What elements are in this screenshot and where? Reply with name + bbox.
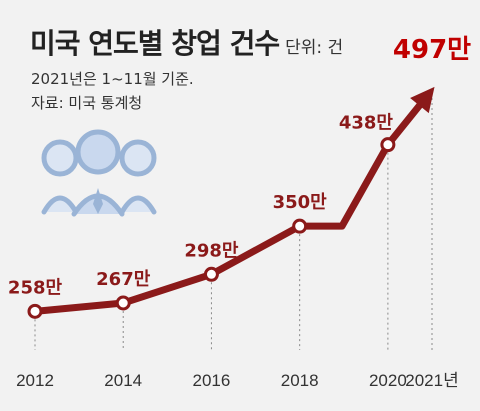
data-point [203,266,219,282]
x-tick-label: 2018 [281,371,319,390]
data-label: 298만 [184,240,239,261]
arrowhead [410,86,435,114]
x-tick-label: 2012 [16,371,54,390]
chart-title: 미국 연도별 창업 건수 단위: 건 [30,27,344,60]
data-point [115,295,131,311]
data-point [292,218,308,234]
x-tick-label: 2016 [193,371,231,390]
x-tick-label: 2020 [369,371,407,390]
people-group-icon [41,129,157,217]
data-point [27,303,43,319]
data-label: 438만 [339,113,394,134]
note-period: 2021년은 1~11월 기준. [31,70,194,88]
data-label: 258만 [8,277,63,298]
unit-label: 단위: 건 [285,38,344,58]
x-tick-label: 2014 [104,371,142,390]
data-point [380,137,396,153]
data-label: 267만 [96,269,151,290]
data-label: 350만 [273,192,328,213]
data-label: 497만 [393,35,471,65]
x-tick-label: 2021년 [405,371,458,390]
note-source: 자료: 미국 통계청 [31,94,143,112]
